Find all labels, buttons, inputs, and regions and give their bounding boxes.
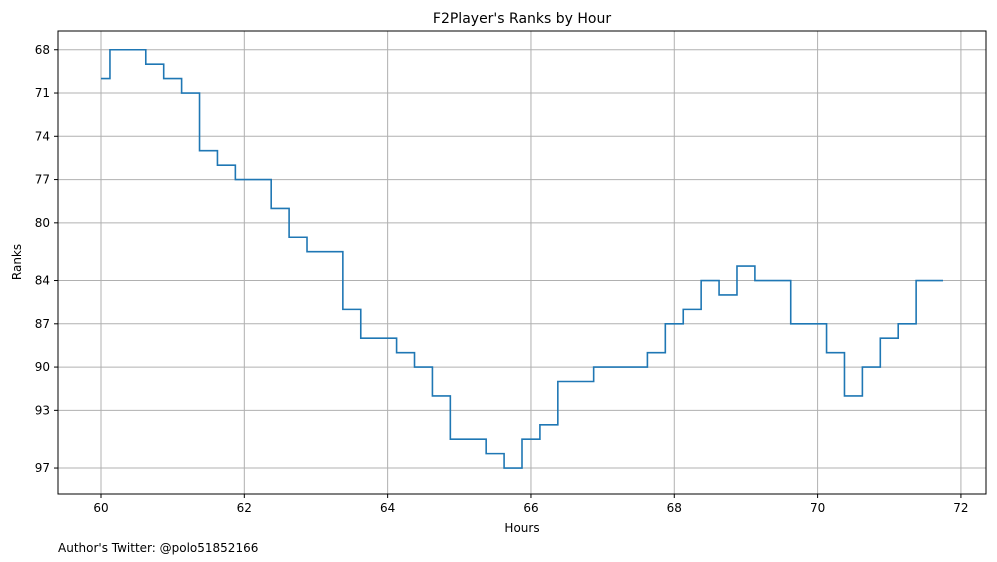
y-tick-label: 77 bbox=[35, 173, 50, 187]
y-axis-ticks: 68 71 74 77 80 84 87 90 93 97 bbox=[35, 43, 58, 475]
plot-frame bbox=[57, 30, 987, 495]
author-credit: Author's Twitter: @polo51852166 bbox=[58, 541, 258, 555]
y-tick-label: 71 bbox=[35, 86, 50, 100]
chart-title: F2Player's Ranks by Hour bbox=[433, 11, 611, 27]
x-axis-label: Hours bbox=[504, 521, 539, 535]
x-tick-label: 72 bbox=[953, 501, 968, 515]
y-axis-label: Ranks bbox=[10, 244, 24, 280]
rank-step-line bbox=[100, 48, 944, 469]
x-tick-label: 60 bbox=[93, 501, 108, 515]
y-tick-label: 84 bbox=[35, 274, 50, 288]
x-tick-label: 68 bbox=[667, 501, 682, 515]
x-tick-label: 66 bbox=[523, 501, 538, 515]
grid-lines bbox=[58, 31, 986, 494]
x-tick-label: 62 bbox=[237, 501, 252, 515]
x-tick-label: 70 bbox=[810, 501, 825, 515]
y-tick-label: 68 bbox=[35, 43, 50, 57]
data-line-group bbox=[100, 48, 944, 469]
y-tick-label: 87 bbox=[35, 317, 50, 331]
y-tick-label: 80 bbox=[35, 216, 50, 230]
y-tick-label: 97 bbox=[35, 461, 50, 475]
y-tick-label: 93 bbox=[35, 403, 50, 417]
x-tick-label: 64 bbox=[380, 501, 395, 515]
y-tick-label: 74 bbox=[35, 129, 50, 143]
x-axis-ticks: 60 62 64 66 68 70 72 bbox=[93, 494, 969, 515]
y-tick-label: 90 bbox=[35, 360, 50, 374]
